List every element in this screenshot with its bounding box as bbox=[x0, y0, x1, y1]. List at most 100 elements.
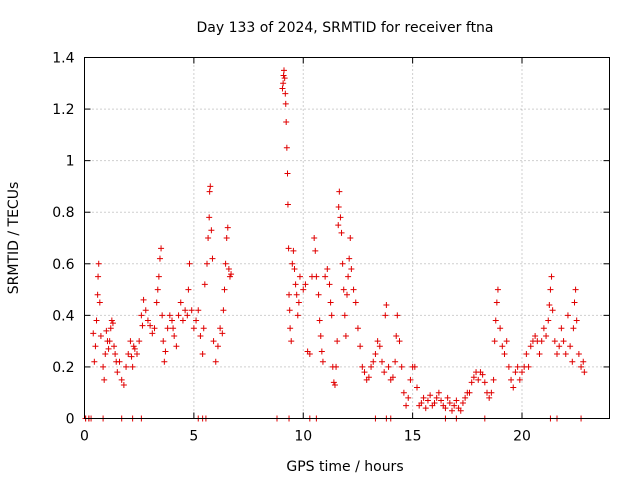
data-point bbox=[111, 343, 118, 350]
data-point bbox=[155, 273, 162, 280]
data-point bbox=[400, 389, 407, 396]
data-point bbox=[151, 325, 158, 332]
data-point bbox=[293, 291, 300, 298]
data-point bbox=[294, 312, 301, 319]
data-point bbox=[352, 299, 359, 306]
data-point bbox=[223, 235, 230, 241]
data-point bbox=[149, 330, 156, 337]
data-point bbox=[516, 376, 523, 383]
data-point bbox=[295, 299, 302, 306]
data-point bbox=[281, 67, 287, 74]
data-point bbox=[372, 351, 379, 358]
data-point bbox=[334, 338, 341, 345]
data-point bbox=[97, 332, 104, 339]
data-point bbox=[385, 363, 392, 370]
data-point bbox=[199, 351, 206, 358]
data-point bbox=[324, 265, 331, 272]
data-point bbox=[179, 317, 186, 324]
data-point bbox=[327, 299, 334, 306]
data-point bbox=[581, 369, 588, 376]
data-point bbox=[102, 351, 109, 358]
data-point bbox=[112, 351, 119, 358]
data-point bbox=[546, 302, 553, 309]
data-point bbox=[389, 374, 396, 381]
data-point bbox=[313, 273, 320, 280]
data-point bbox=[154, 286, 161, 293]
data-point bbox=[536, 351, 543, 358]
data-point bbox=[107, 325, 114, 332]
data-point bbox=[302, 281, 309, 288]
data-point bbox=[206, 188, 213, 195]
data-point bbox=[348, 265, 355, 272]
data-point bbox=[540, 325, 547, 332]
data-point bbox=[335, 222, 342, 229]
data-point bbox=[90, 330, 97, 337]
data-point bbox=[492, 317, 499, 324]
data-point bbox=[156, 255, 163, 262]
data-point bbox=[190, 325, 197, 332]
data-point bbox=[571, 299, 578, 306]
data-point bbox=[159, 312, 166, 319]
data-point bbox=[560, 338, 567, 345]
data-point bbox=[214, 343, 221, 350]
data-point bbox=[193, 317, 200, 324]
data-point bbox=[488, 389, 495, 396]
data-point bbox=[114, 369, 121, 376]
data-point bbox=[317, 332, 324, 339]
data-point bbox=[444, 394, 451, 401]
data-point bbox=[331, 381, 338, 388]
data-point bbox=[136, 338, 143, 345]
data-point bbox=[572, 286, 579, 293]
x-axis-title: GPS time / hours bbox=[286, 459, 403, 475]
data-point bbox=[446, 400, 453, 407]
data-point bbox=[418, 400, 425, 407]
data-point bbox=[280, 72, 287, 79]
data-point bbox=[336, 188, 343, 195]
data-point bbox=[285, 245, 292, 252]
data-point bbox=[160, 338, 167, 345]
data-point bbox=[420, 394, 427, 401]
data-point bbox=[283, 144, 290, 151]
data-point bbox=[173, 343, 180, 350]
data-point bbox=[316, 317, 323, 324]
data-point bbox=[300, 286, 307, 293]
data-point bbox=[209, 255, 216, 262]
data-point bbox=[547, 286, 554, 293]
data-point bbox=[475, 376, 482, 383]
data-point bbox=[346, 255, 353, 262]
data-point bbox=[220, 307, 227, 314]
data-point bbox=[311, 235, 318, 241]
data-point bbox=[359, 363, 366, 370]
data-point bbox=[580, 358, 587, 365]
data-point bbox=[134, 351, 140, 358]
x-tick-label: 0 bbox=[80, 429, 89, 445]
data-point bbox=[195, 307, 202, 314]
data-point bbox=[206, 214, 213, 221]
data-point bbox=[130, 343, 137, 350]
data-point bbox=[554, 351, 560, 358]
data-point bbox=[519, 369, 525, 376]
data-point bbox=[283, 118, 290, 125]
data-point bbox=[556, 343, 563, 350]
data-point bbox=[164, 325, 171, 332]
data-point bbox=[347, 235, 354, 241]
data-point bbox=[169, 317, 175, 324]
data-point bbox=[512, 369, 519, 376]
data-point bbox=[376, 343, 383, 350]
data-point bbox=[175, 312, 182, 319]
data-point bbox=[328, 312, 335, 319]
data-point bbox=[381, 369, 388, 376]
data-point bbox=[525, 363, 532, 370]
data-point bbox=[93, 317, 100, 324]
data-point bbox=[127, 338, 134, 345]
data-point bbox=[284, 201, 291, 208]
data-point bbox=[393, 332, 400, 339]
data-point bbox=[166, 312, 173, 319]
data-point bbox=[354, 325, 361, 332]
data-point bbox=[212, 358, 219, 365]
data-point bbox=[95, 260, 102, 267]
data-point bbox=[128, 353, 135, 360]
data-point bbox=[538, 338, 545, 345]
data-point bbox=[567, 343, 574, 350]
data-point bbox=[228, 271, 235, 278]
